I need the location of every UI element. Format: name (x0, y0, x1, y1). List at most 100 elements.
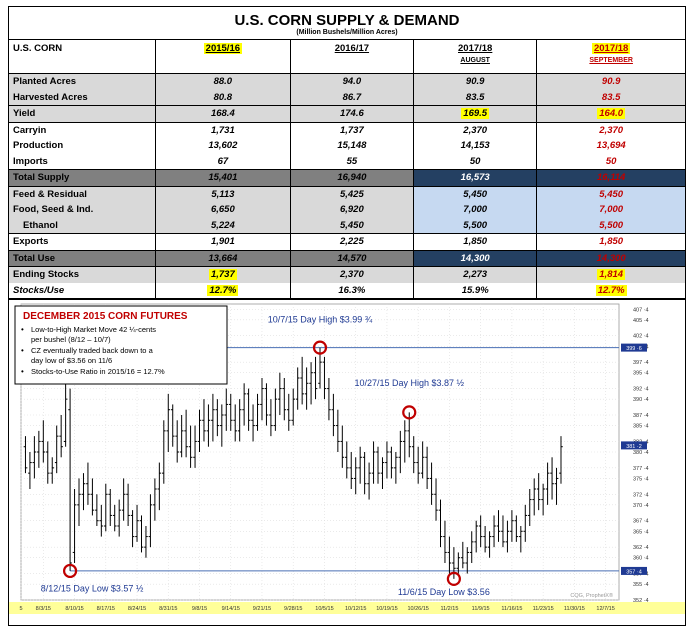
table-cell: 13,602 (155, 138, 291, 154)
y-tick-label: 355 ·4 (633, 582, 649, 588)
price-tag-label: 357 ·4 (626, 569, 642, 575)
table-cell: 174.6 (290, 105, 415, 122)
table-cell: 13,694 (596, 140, 626, 152)
table-row: Imports 67 55 50 50 (9, 153, 685, 170)
x-tick-label: 8/17/15 (97, 606, 115, 612)
chart-title: DECEMBER 2015 CORN FUTURES (23, 311, 188, 322)
table-cell: 5,450 (413, 185, 538, 202)
annotation-label: 10/7/15 Day High $3.99 ¾ (268, 315, 373, 325)
x-tick-label: 9/14/15 (222, 606, 240, 612)
table-cell: 90.9 (536, 73, 685, 90)
table-row: Ending Stocks 1,737 2,370 2,273 1,814 (9, 266, 685, 283)
column-subheader: AUGUST (460, 57, 490, 64)
table-cell: 15,148 (290, 138, 415, 154)
row-label: Stocks/Use (9, 282, 156, 298)
row-label: Carryin (9, 121, 156, 138)
table-row: Planted Acres 88.0 94.0 90.9 90.9 (9, 73, 685, 90)
table-cell: 88.0 (155, 73, 291, 90)
table-cell: 5,450 (290, 217, 415, 234)
row-label: Exports (9, 233, 156, 250)
futures-chart-svg: 352 ·4 355 ·4 357 ·4 360 ·4 362 ·4 365 ·4 367 … (9, 303, 685, 614)
row-label: Total Supply (9, 169, 156, 186)
highlight-circle (402, 405, 417, 420)
row-label: Yield (9, 105, 156, 122)
notes-box (14, 305, 228, 385)
table-cell: 1,901 (155, 233, 291, 250)
table-row: Total Supply 15,401 16,940 16,573 16,114 (9, 169, 685, 186)
highlighted-value: 12.7% (595, 284, 627, 296)
x-tick-label: 9/28/15 (284, 606, 302, 612)
column-header: U.S. CORN (9, 40, 156, 74)
table-cell: 15.9% (413, 282, 538, 298)
table-cell: 67 (155, 153, 291, 170)
table-cell: 16,940 (290, 169, 415, 186)
table-cell: 2,225 (290, 233, 415, 250)
table-cell: 16,573 (413, 169, 538, 186)
table-cell: 14,153 (413, 138, 538, 154)
table-cell: 5,500 (413, 217, 538, 234)
y-tick-label: 407 ·4 (633, 307, 649, 313)
y-tick-label: 360 ·4 (633, 556, 649, 562)
table-cell: 6,920 (290, 202, 415, 218)
annotation-label: 10/27/15 Day High $3.87 ½ (354, 378, 464, 388)
x-tick-label: 11/30/15 (564, 606, 585, 612)
x-tick-label: 10/19/15 (376, 606, 397, 612)
row-label: Feed & Residual (9, 185, 156, 202)
table-row: Carryin 1,731 1,737 2,370 2,370 (9, 121, 685, 138)
x-tick-label: 8/24/15 (128, 606, 146, 612)
y-tick-label: 387 ·4 (633, 413, 649, 419)
column-header-label: 2017/18 (458, 43, 493, 54)
note-bullet: • (21, 367, 24, 376)
note-text: day low of $3.56 on 11/6 (31, 356, 112, 365)
y-tick-label: 385 ·4 (633, 424, 649, 430)
table-cell: 2,370 (290, 266, 415, 283)
highlight-circle (312, 340, 328, 355)
table-title: U.S. CORN SUPPLY & DEMAND (234, 12, 460, 29)
price-tag-box (621, 343, 647, 352)
table-cell: 7,000 (413, 202, 538, 218)
table-cell: 50 (605, 155, 617, 167)
y-tick-label: 390 ·4 (633, 397, 649, 403)
y-tick-label: 365 ·4 (633, 529, 649, 535)
y-tick-label: 402 ·4 (633, 334, 649, 340)
y-tick-label: 397 ·4 (633, 360, 649, 366)
column-header: 2015/16 (155, 40, 291, 74)
x-axis-strip (9, 602, 685, 614)
table-cell: 1,737 (290, 121, 415, 138)
row-label: Harvested Acres (9, 89, 156, 106)
column-header-label: 2015/16 (203, 43, 243, 54)
table-cell: 16,114 (536, 169, 685, 186)
table-cell: 1,850 (413, 233, 538, 250)
row-label: Ethanol (9, 217, 156, 234)
table-cell: 14,300 (536, 249, 685, 267)
table-cell: 83.5 (413, 89, 538, 106)
x-tick-label: 11/23/15 (533, 606, 554, 612)
table-row: Ethanol 5,224 5,450 5,500 5,500 (9, 217, 685, 234)
y-tick-label: 395 ·4 (633, 371, 649, 377)
table-subtitle: (Million Bushels/Million Acres) (9, 29, 685, 40)
highlight-circle (62, 563, 78, 579)
table-cell: 5,450 (536, 185, 685, 202)
table-cell: 12.7% (537, 283, 685, 299)
note-text: per bushel (8/12 – 10/7) (31, 335, 111, 344)
highlighted-value: 164.0 (597, 108, 626, 120)
watermark: CQG, ProphetX® (570, 592, 613, 599)
y-tick-label: 405 ·4 (633, 318, 649, 324)
table-cell: 5,500 (536, 217, 685, 234)
table-cell: 86.7 (290, 89, 415, 106)
x-tick-label: 5 (19, 606, 22, 612)
futures-chart: 352 ·4 355 ·4 357 ·4 360 ·4 362 ·4 365 ·4 367 … (8, 299, 686, 626)
x-tick-label: 9/8/15 (192, 606, 207, 612)
table-row: Exports 1,901 2,225 1,850 1,850 (9, 233, 685, 250)
x-tick-label: 10/5/15 (315, 606, 333, 612)
y-tick-label: 375 ·4 (633, 476, 649, 482)
row-label: Imports (9, 153, 156, 170)
y-tick-label: 352 ·4 (633, 598, 649, 604)
column-subheader: SEPTEMBER (589, 57, 633, 64)
table-row: Yield 168.4 174.6 169.5 164.0 (9, 105, 685, 122)
table-cell: 7,000 (536, 202, 685, 218)
row-label: Production (9, 138, 156, 154)
highlighted-value: 12.7% (207, 284, 239, 296)
x-tick-label: 8/10/15 (65, 606, 83, 612)
y-tick-label: 380 ·4 (633, 450, 649, 456)
